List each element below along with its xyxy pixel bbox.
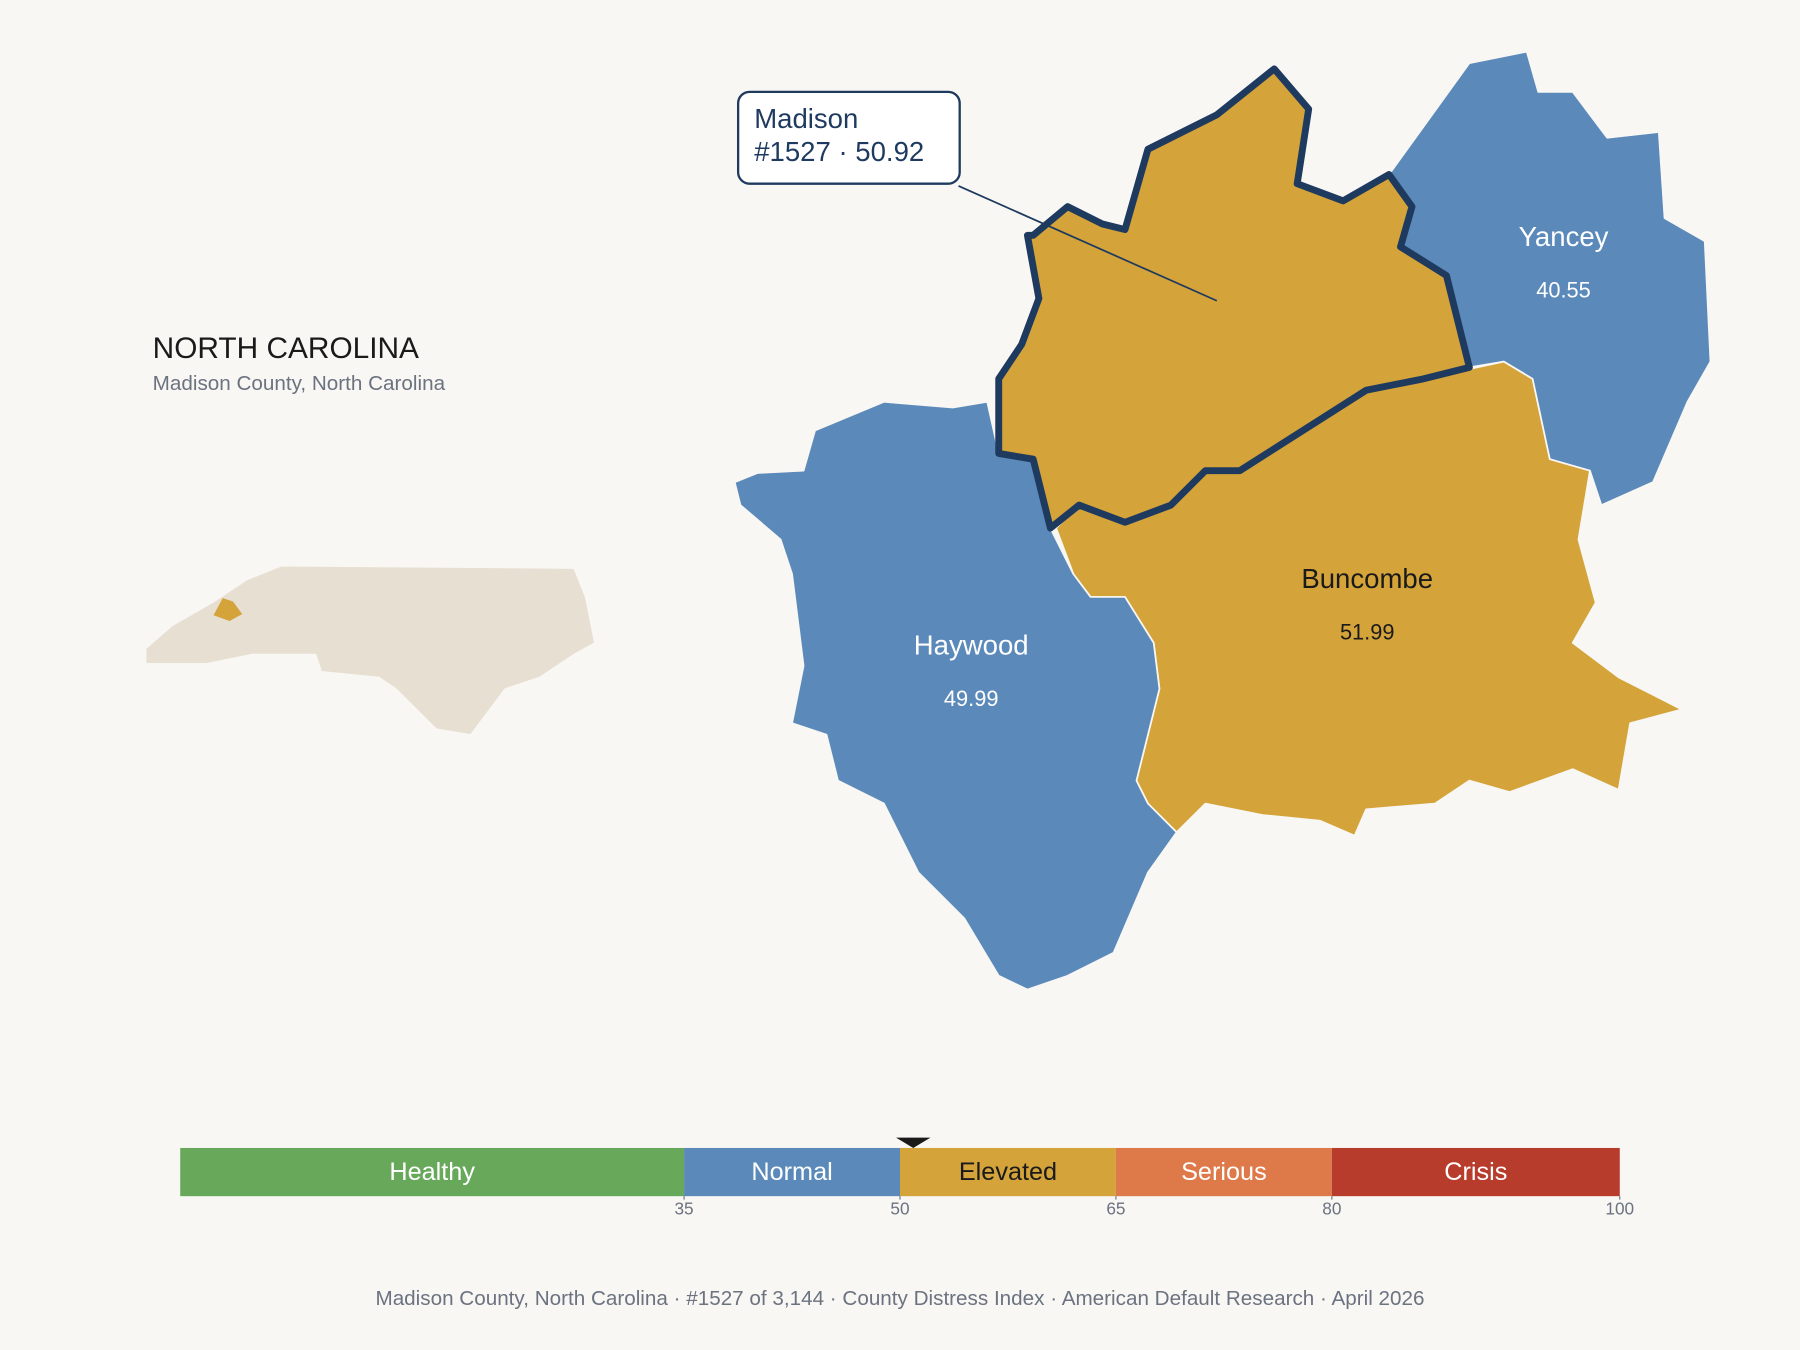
scale-segment <box>180 1147 685 1197</box>
callout-detail: #1527 · 50.92 <box>754 136 924 167</box>
county-name: Yancey <box>1519 221 1609 252</box>
scale-label: Normal <box>751 1158 832 1186</box>
scale-label: Elevated <box>959 1158 1057 1186</box>
scale-marker <box>896 1137 931 1148</box>
scale-tick-label: 50 <box>890 1198 909 1218</box>
county-value: 49.99 <box>944 686 999 711</box>
state-title: NORTH CAROLINA <box>153 332 419 365</box>
callout-title: Madison <box>754 103 858 134</box>
label-layer: Yancey 40.55 Buncombe 51.99 Haywood 49.99 <box>914 221 1609 711</box>
scale-segment <box>900 1147 1116 1197</box>
scale-tick-label: 80 <box>1322 1198 1341 1218</box>
county-layer <box>733 50 1712 991</box>
county <box>733 400 1178 991</box>
scale-tick-label: 35 <box>674 1198 693 1218</box>
callout-box <box>736 90 961 185</box>
scale-tick-label: 65 <box>1106 1198 1125 1218</box>
scale-segment <box>1331 1147 1620 1197</box>
footer: Madison County, North Carolina · #1527 o… <box>375 1287 1424 1310</box>
state-outline <box>145 565 596 736</box>
county-name: Haywood <box>914 630 1029 661</box>
callout-leader <box>958 185 1218 302</box>
scale-label: Serious <box>1181 1158 1267 1186</box>
distress-scale: Healthy Normal Elevated Serious Crisis 35 50 65… <box>180 1137 1634 1218</box>
scale-label: Healthy <box>389 1158 475 1186</box>
scale-segment <box>684 1147 900 1197</box>
county-value: 40.55 <box>1536 277 1591 302</box>
state-highlight <box>213 598 243 622</box>
scale-segment <box>1115 1147 1332 1197</box>
scale-label: Crisis <box>1444 1158 1507 1186</box>
county-value: 51.99 <box>1340 619 1395 644</box>
county <box>995 65 1473 532</box>
county-name: Buncombe <box>1301 563 1433 594</box>
subtitle: Madison County, North Carolina <box>153 372 446 395</box>
scale-tick-label: 100 <box>1605 1198 1634 1218</box>
